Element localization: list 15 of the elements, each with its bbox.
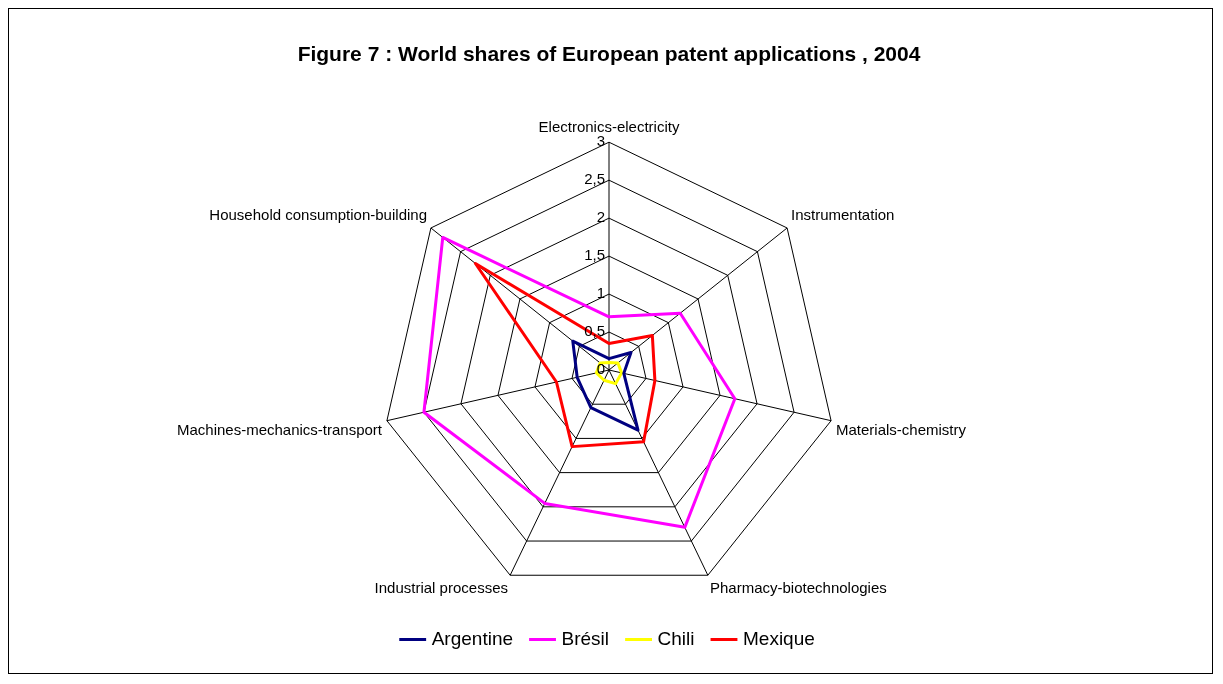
legend-label: Brésil [561, 627, 610, 649]
chart-title: Figure 7 : World shares of European patent applications , 2004 [297, 42, 921, 66]
spoke-label: Household consumption-building [209, 205, 427, 223]
legend-label: Chili [657, 627, 695, 649]
y-tick-label: 2 [596, 208, 605, 226]
spoke-label: Machines-mechanics-transport [176, 420, 383, 438]
y-tick-label: 2,5 [584, 170, 605, 188]
spoke-label: Pharmacy-biotechnologies [710, 578, 887, 596]
spoke-label: Instrumentation [791, 205, 895, 223]
legend-label: Mexique [742, 627, 815, 649]
y-tick-label: 1,5 [584, 246, 605, 264]
spoke-label: Industrial processes [374, 578, 508, 596]
spoke-label: Materials-chemistry [835, 420, 967, 438]
legend-label: Argentine [431, 627, 514, 649]
y-tick-label: 1 [596, 284, 605, 302]
